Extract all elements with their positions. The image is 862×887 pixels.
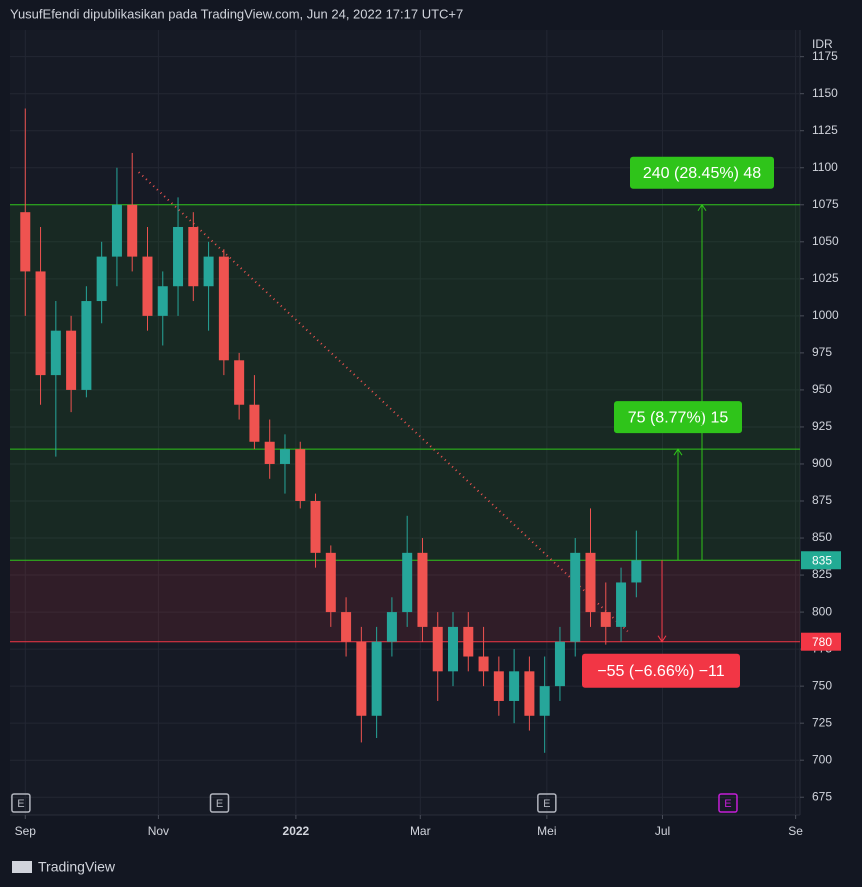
- candle-body: [600, 612, 611, 627]
- candle-body: [66, 330, 77, 390]
- header: YusufEfendi dipublikasikan pada TradingV…: [10, 6, 463, 21]
- candle-body: [96, 256, 107, 302]
- candle-body: [570, 552, 581, 642]
- candle-body: [264, 441, 275, 464]
- event-label: E: [724, 798, 731, 810]
- y-tick-label: 675: [812, 789, 832, 803]
- x-tick-label: Mei: [537, 824, 556, 838]
- y-tick-label: 850: [812, 530, 832, 544]
- candle-body: [50, 330, 61, 376]
- profit-zone: [10, 204, 800, 561]
- candle-body: [478, 656, 489, 672]
- y-tick-label: 725: [812, 715, 832, 729]
- candle-body: [509, 671, 520, 701]
- candle-body: [325, 552, 336, 613]
- y-tick-label: 800: [812, 604, 832, 618]
- candle-body: [249, 404, 260, 442]
- y-tick-label: 1150: [812, 86, 838, 100]
- event-marker: [11, 793, 31, 813]
- y-tick-label: 1125: [812, 123, 838, 137]
- y-tick-label: 925: [812, 419, 832, 433]
- candle-body: [386, 612, 397, 642]
- price-tag: [801, 551, 841, 570]
- target-label: 240 (28.45%) 48: [643, 165, 761, 182]
- y-tick-label: 825: [812, 567, 832, 581]
- y-tick-label: 1075: [812, 197, 839, 211]
- candle-body: [631, 560, 642, 583]
- candle-body: [20, 212, 31, 272]
- event-marker: [537, 793, 557, 813]
- y-tick-label: 950: [812, 382, 832, 396]
- candle-body: [539, 686, 550, 716]
- candle-body: [218, 256, 229, 361]
- candle-body: [188, 226, 199, 287]
- candle-body: [295, 449, 306, 501]
- target-label-box: [630, 156, 774, 189]
- candle-body: [463, 626, 474, 657]
- candle-body: [173, 226, 184, 287]
- event-label: E: [216, 798, 223, 810]
- candle-body: [203, 256, 214, 287]
- x-tick-label: Mar: [410, 824, 431, 838]
- stop-label-box: [582, 653, 740, 688]
- y-tick-label: 700: [812, 752, 832, 766]
- candle-body: [432, 626, 443, 672]
- candle-body: [585, 552, 596, 613]
- candle-body: [402, 552, 413, 613]
- candle-body: [356, 641, 367, 716]
- y-tick-label: 875: [812, 493, 832, 507]
- currency: IDR: [812, 37, 833, 51]
- stop-label: −55 (−6.66%) −11: [597, 663, 724, 680]
- y-tick-label: 1000: [812, 308, 839, 322]
- y-tick-label: 1175: [812, 49, 838, 63]
- event-label: E: [543, 798, 550, 810]
- candle-body: [554, 641, 565, 687]
- event-marker: [718, 793, 738, 813]
- candle-body: [371, 641, 382, 716]
- candle-body: [111, 204, 122, 257]
- y-tick-label: 750: [812, 678, 832, 692]
- candle-body: [448, 626, 459, 672]
- target-label-box: [614, 401, 742, 434]
- y-tick-label: 1100: [812, 160, 838, 174]
- x-tick-label: Nov: [148, 824, 169, 838]
- target-label: 75 (8.77%) 15: [628, 409, 729, 426]
- y-tick-label: 1025: [812, 271, 839, 285]
- y-tick-label: 900: [812, 456, 832, 470]
- arrow-head: [673, 448, 683, 456]
- price-tag-label: 780: [812, 635, 832, 649]
- candle-body: [157, 286, 168, 316]
- candle-body: [524, 671, 535, 716]
- y-tick-label: 975: [812, 345, 832, 359]
- arrow-head: [697, 203, 707, 212]
- candle-body: [279, 449, 290, 464]
- footer: TradingView: [38, 859, 116, 875]
- price-tag: [801, 632, 841, 651]
- candle-body: [493, 671, 504, 701]
- logo: [12, 861, 32, 873]
- candle-body: [81, 301, 92, 390]
- arrow-head: [657, 635, 667, 643]
- candle-body: [142, 256, 153, 316]
- candle-body: [417, 552, 428, 627]
- x-tick-label: 2022: [283, 824, 310, 838]
- candle-body: [127, 204, 138, 257]
- candle-body: [616, 582, 627, 627]
- y-tick-label: 1050: [812, 234, 839, 248]
- event-marker: [209, 793, 230, 813]
- price-tag-label: 835: [812, 553, 832, 567]
- x-tick-label: Sep: [15, 824, 37, 838]
- candle-body: [35, 271, 46, 376]
- candle-body: [341, 612, 352, 642]
- x-tick-label: Jul: [655, 824, 670, 838]
- candle-body: [310, 501, 321, 553]
- trendline: [138, 171, 629, 633]
- candle-body: [234, 360, 245, 405]
- event-label: E: [17, 798, 24, 810]
- x-tick-label: Se: [788, 824, 803, 838]
